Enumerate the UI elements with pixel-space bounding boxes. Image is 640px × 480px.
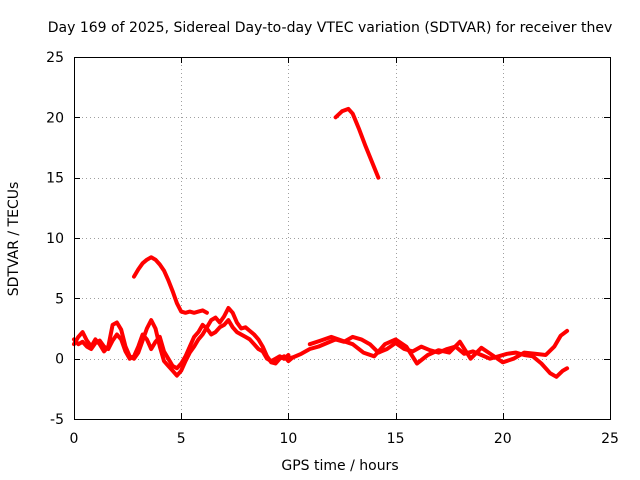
x-tick-label: 20 [494,431,512,447]
series-line-track-e [282,334,570,379]
series-line-track-a [72,306,295,378]
y-tick-label: 25 [46,50,64,66]
x-tick-label: 10 [279,431,297,447]
series-line-track-f [307,328,570,366]
x-axis-title: GPS time / hours [281,458,398,474]
x-tick-label: 0 [70,431,79,447]
y-tick-label: 15 [46,171,64,187]
series-line-track-d [333,106,381,180]
x-tick-label: 5 [177,431,186,447]
y-tick-label: 20 [46,110,64,126]
chart-title: Day 169 of 2025, Sidereal Day-to-day VTE… [48,20,612,36]
grid [74,57,610,419]
series-group [72,106,570,379]
y-tick-label: -5 [50,412,64,428]
y-tick-label: 5 [55,291,64,307]
series-line-track-b [72,318,291,371]
y-axis-title: SDTVAR / TECUs [6,182,22,297]
series-line-track-c [132,255,209,315]
y-tick-label: 0 [55,352,64,368]
x-tick-label: 25 [601,431,619,447]
y-tick-label: 10 [46,231,64,247]
x-tick-label: 15 [387,431,405,447]
axis-ticks: 0 5 10 15 20 25 -5 0 5 10 15 20 25 [46,50,619,447]
